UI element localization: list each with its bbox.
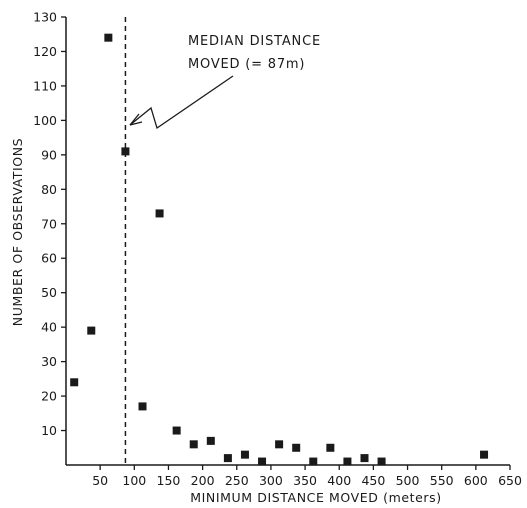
data-point [87, 326, 96, 335]
y-axis-title: NUMBER OF OBSERVATIONS [10, 138, 25, 326]
data-point [275, 440, 284, 449]
y-tick-label: 30 [41, 354, 57, 369]
annotation-line1: MEDIAN DISTANCE [188, 34, 321, 49]
data-point [70, 378, 79, 387]
x-tick-label: 550 [430, 473, 454, 488]
data-point [206, 436, 215, 445]
x-axis-title: MINIMUM DISTANCE MOVED (meters) [190, 490, 442, 505]
y-tick-label: 70 [41, 216, 57, 231]
x-tick-label: 600 [464, 473, 488, 488]
y-tick-label: 20 [41, 389, 57, 404]
x-tick-label: 450 [361, 473, 385, 488]
data-point [121, 147, 130, 156]
annotation-arrowhead [129, 113, 143, 126]
data-point [240, 450, 249, 459]
x-tick-label: 50 [92, 473, 108, 488]
data-point [326, 443, 335, 452]
y-tick-label: 130 [33, 10, 57, 25]
data-point [223, 454, 232, 463]
data-point [480, 450, 489, 459]
x-tick-label: 650 [498, 473, 522, 488]
y-tick-label: 120 [33, 44, 57, 59]
y-tick-label: 110 [33, 78, 57, 93]
x-ticks: 50 100 150 200 250 300 350 400 450 500 550 600 650 [92, 465, 522, 488]
data-point [377, 457, 386, 466]
x-tick-label: 400 [327, 473, 351, 488]
data-point [189, 440, 198, 449]
x-tick-label: 350 [293, 473, 317, 488]
data-point [360, 454, 369, 463]
data-point [292, 443, 301, 452]
x-tick-label: 250 [225, 473, 249, 488]
data-point [104, 33, 113, 42]
y-tick-label: 80 [41, 182, 57, 197]
data-point [138, 402, 147, 411]
y-tick-label: 10 [41, 423, 57, 438]
data-point [258, 457, 267, 466]
y-tick-label: 40 [41, 320, 57, 335]
data-points [70, 33, 489, 466]
annotation-arrow [129, 75, 234, 130]
data-point [343, 457, 352, 466]
x-tick-label: 300 [259, 473, 283, 488]
data-point [155, 209, 164, 218]
y-ticks: 10 20 30 40 50 60 70 80 90 100 110 120 130 [33, 10, 66, 438]
data-point [309, 457, 318, 466]
x-tick-label: 100 [122, 473, 146, 488]
y-tick-label: 100 [33, 113, 57, 128]
x-tick-label: 200 [191, 473, 215, 488]
y-tick-label: 60 [41, 251, 57, 266]
data-point [172, 426, 181, 435]
median-annotation: MEDIAN DISTANCE MOVED (= 87m) [129, 34, 321, 130]
annotation-line2: MOVED (= 87m) [188, 57, 305, 72]
y-tick-label: 90 [41, 147, 57, 162]
x-tick-label: 150 [157, 473, 181, 488]
y-tick-label: 50 [41, 285, 57, 300]
x-tick-label: 500 [396, 473, 420, 488]
